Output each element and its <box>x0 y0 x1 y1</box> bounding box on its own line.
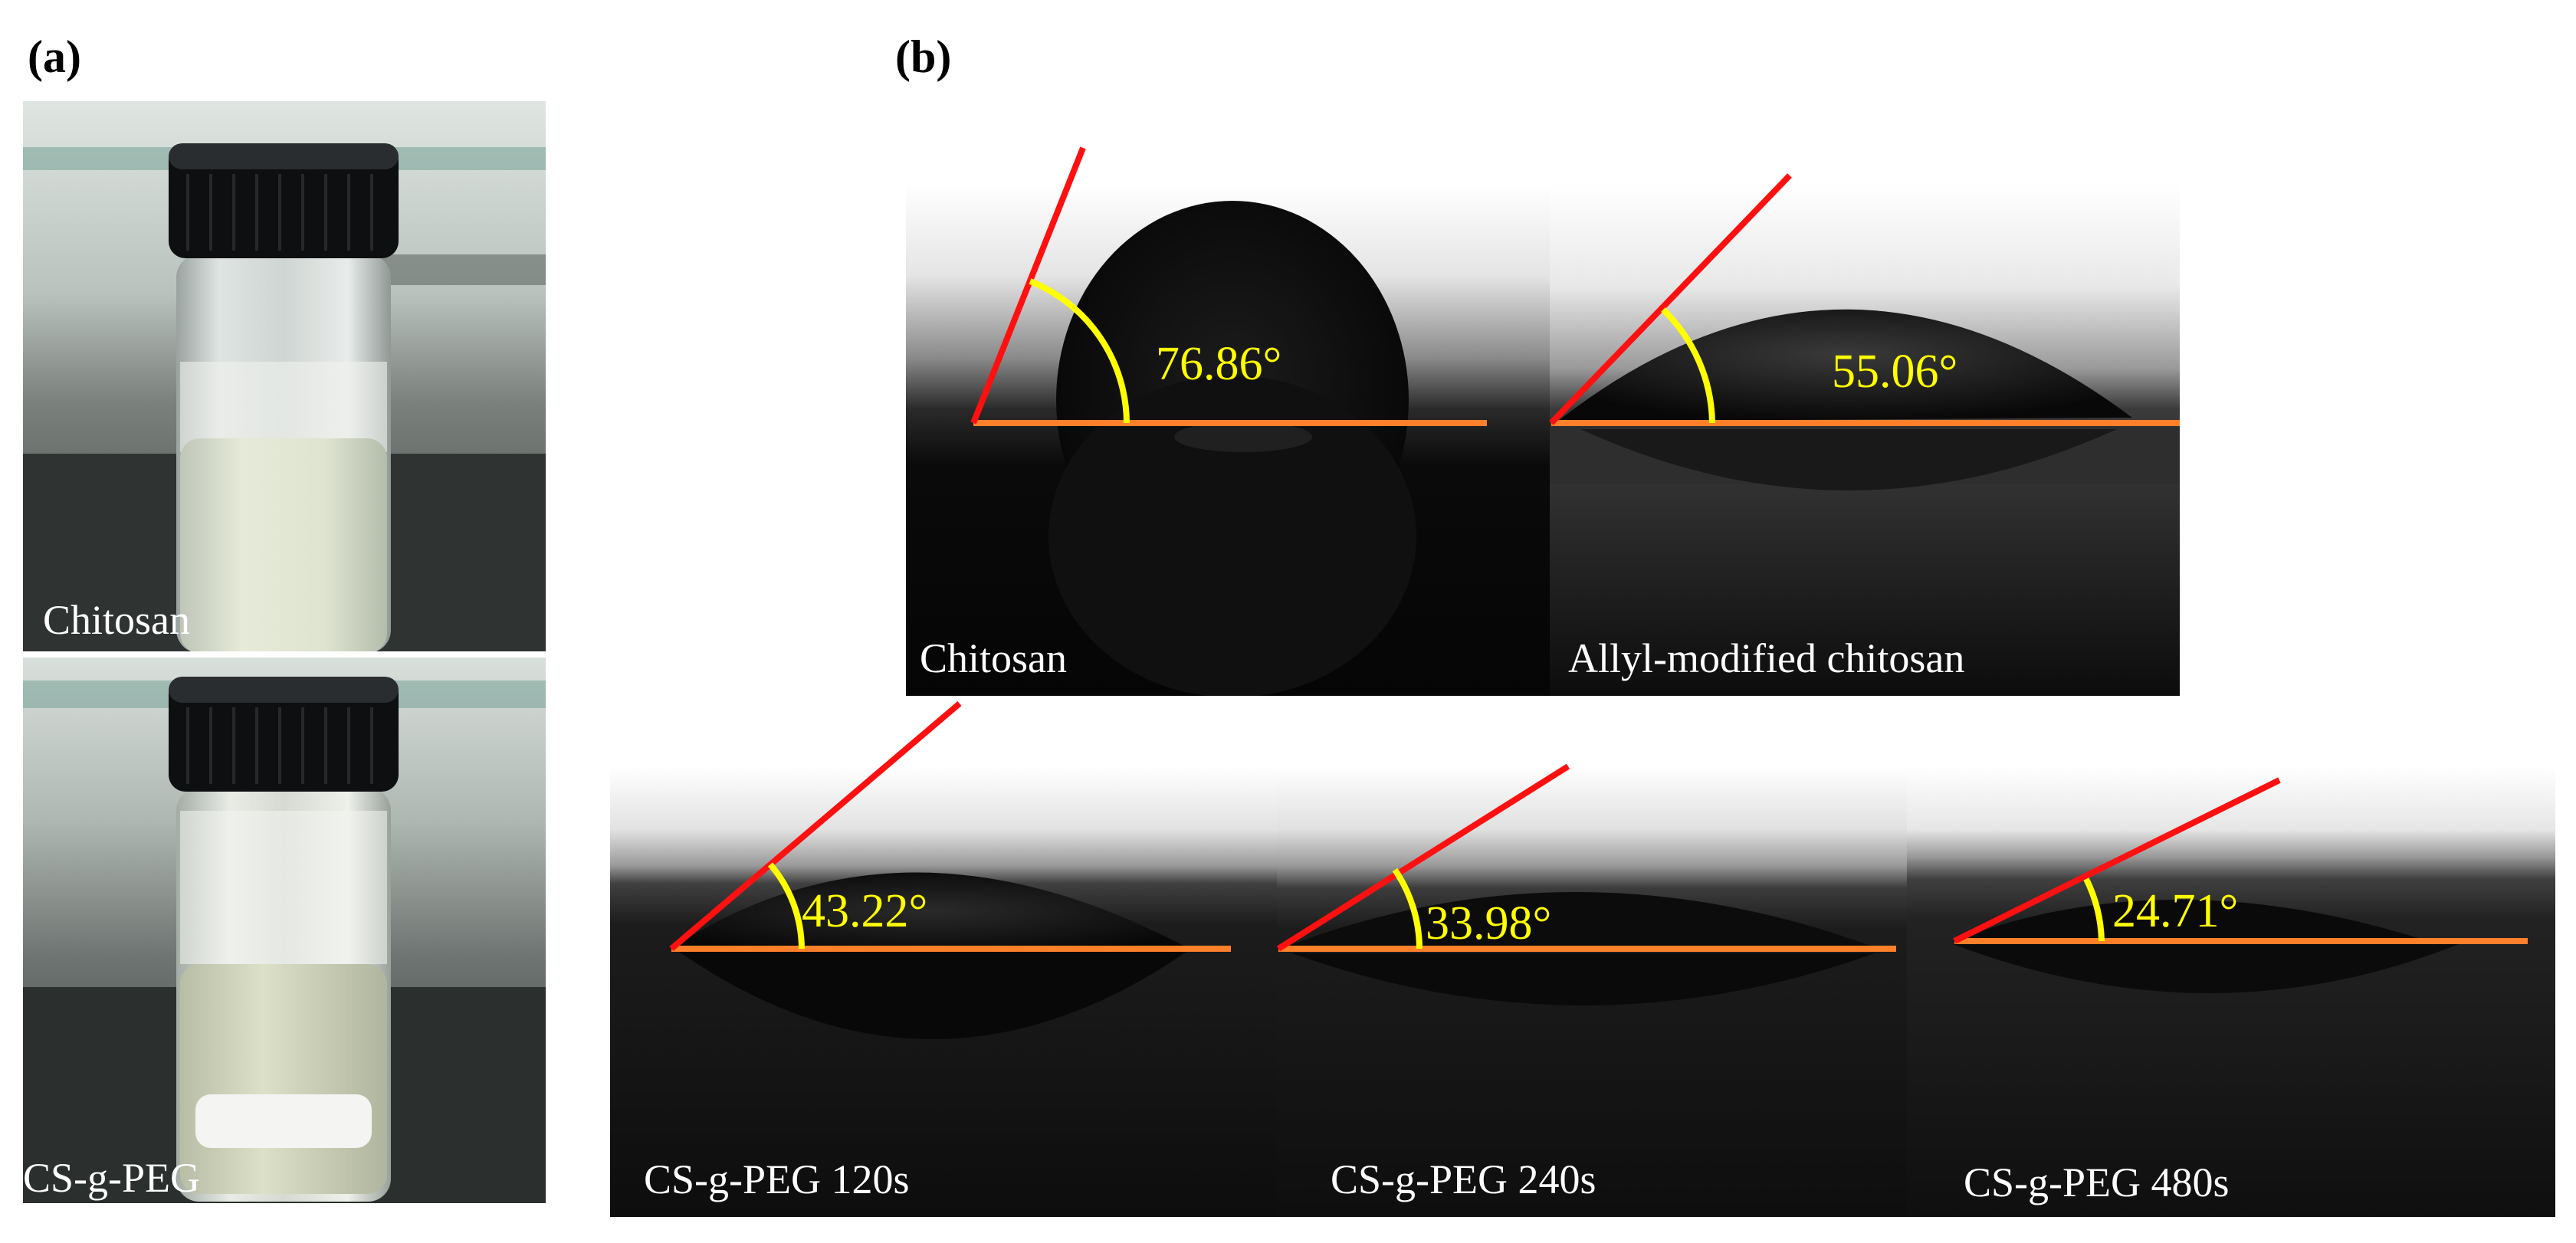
sample-label-allyl-modified-chitosan: Allyl-modified chitosan <box>1568 635 1965 681</box>
drop-image-chitosan: Chitosan <box>906 184 1550 696</box>
photo-label-cs-g-peg: CS-g-PEG <box>23 1155 201 1201</box>
angle-value-cs-g-peg-120s: 43.22° <box>802 885 928 937</box>
vial-photo-image <box>23 101 546 651</box>
angle-value-chitosan: 76.86° <box>1156 338 1282 390</box>
angle-value-allyl-modified-chitosan: 55.06° <box>1832 346 1958 398</box>
drop-image-cs-g-peg-480s: CS-g-PEG 480s <box>1907 766 2555 1217</box>
drop-image-allyl-modified-chitosan: Allyl-modified chitosan <box>1550 184 2180 696</box>
droplet-image <box>906 184 1550 696</box>
droplet-image <box>610 766 1277 1217</box>
panel-label-a: (a) <box>28 31 81 82</box>
panel-label-b: (b) <box>895 31 952 82</box>
droplet-image <box>1907 766 2555 1217</box>
sample-label-chitosan: Chitosan <box>920 635 1068 681</box>
photo-cs-g-peg-vial: CS-g-PEG <box>23 658 546 1203</box>
photo-chitosan-vial: Chitosan <box>23 101 546 651</box>
droplet-image <box>1550 184 2180 696</box>
vial-photo-image <box>23 658 546 1203</box>
drop-image-cs-g-peg-120s: CS-g-PEG 120s <box>610 766 1277 1217</box>
drop-image-cs-g-peg-240s: CS-g-PEG 240s <box>1277 766 1907 1217</box>
angle-value-cs-g-peg-480s: 24.71° <box>2112 885 2239 937</box>
angle-value-cs-g-peg-240s: 33.98° <box>1426 897 1552 949</box>
sample-label-cs-g-peg-240s: CS-g-PEG 240s <box>1331 1156 1596 1202</box>
sample-label-cs-g-peg-120s: CS-g-PEG 120s <box>644 1156 910 1202</box>
droplet-image <box>1277 766 1907 1217</box>
photo-label-chitosan: Chitosan <box>43 597 191 643</box>
sample-label-cs-g-peg-480s: CS-g-PEG 480s <box>1964 1159 2230 1205</box>
